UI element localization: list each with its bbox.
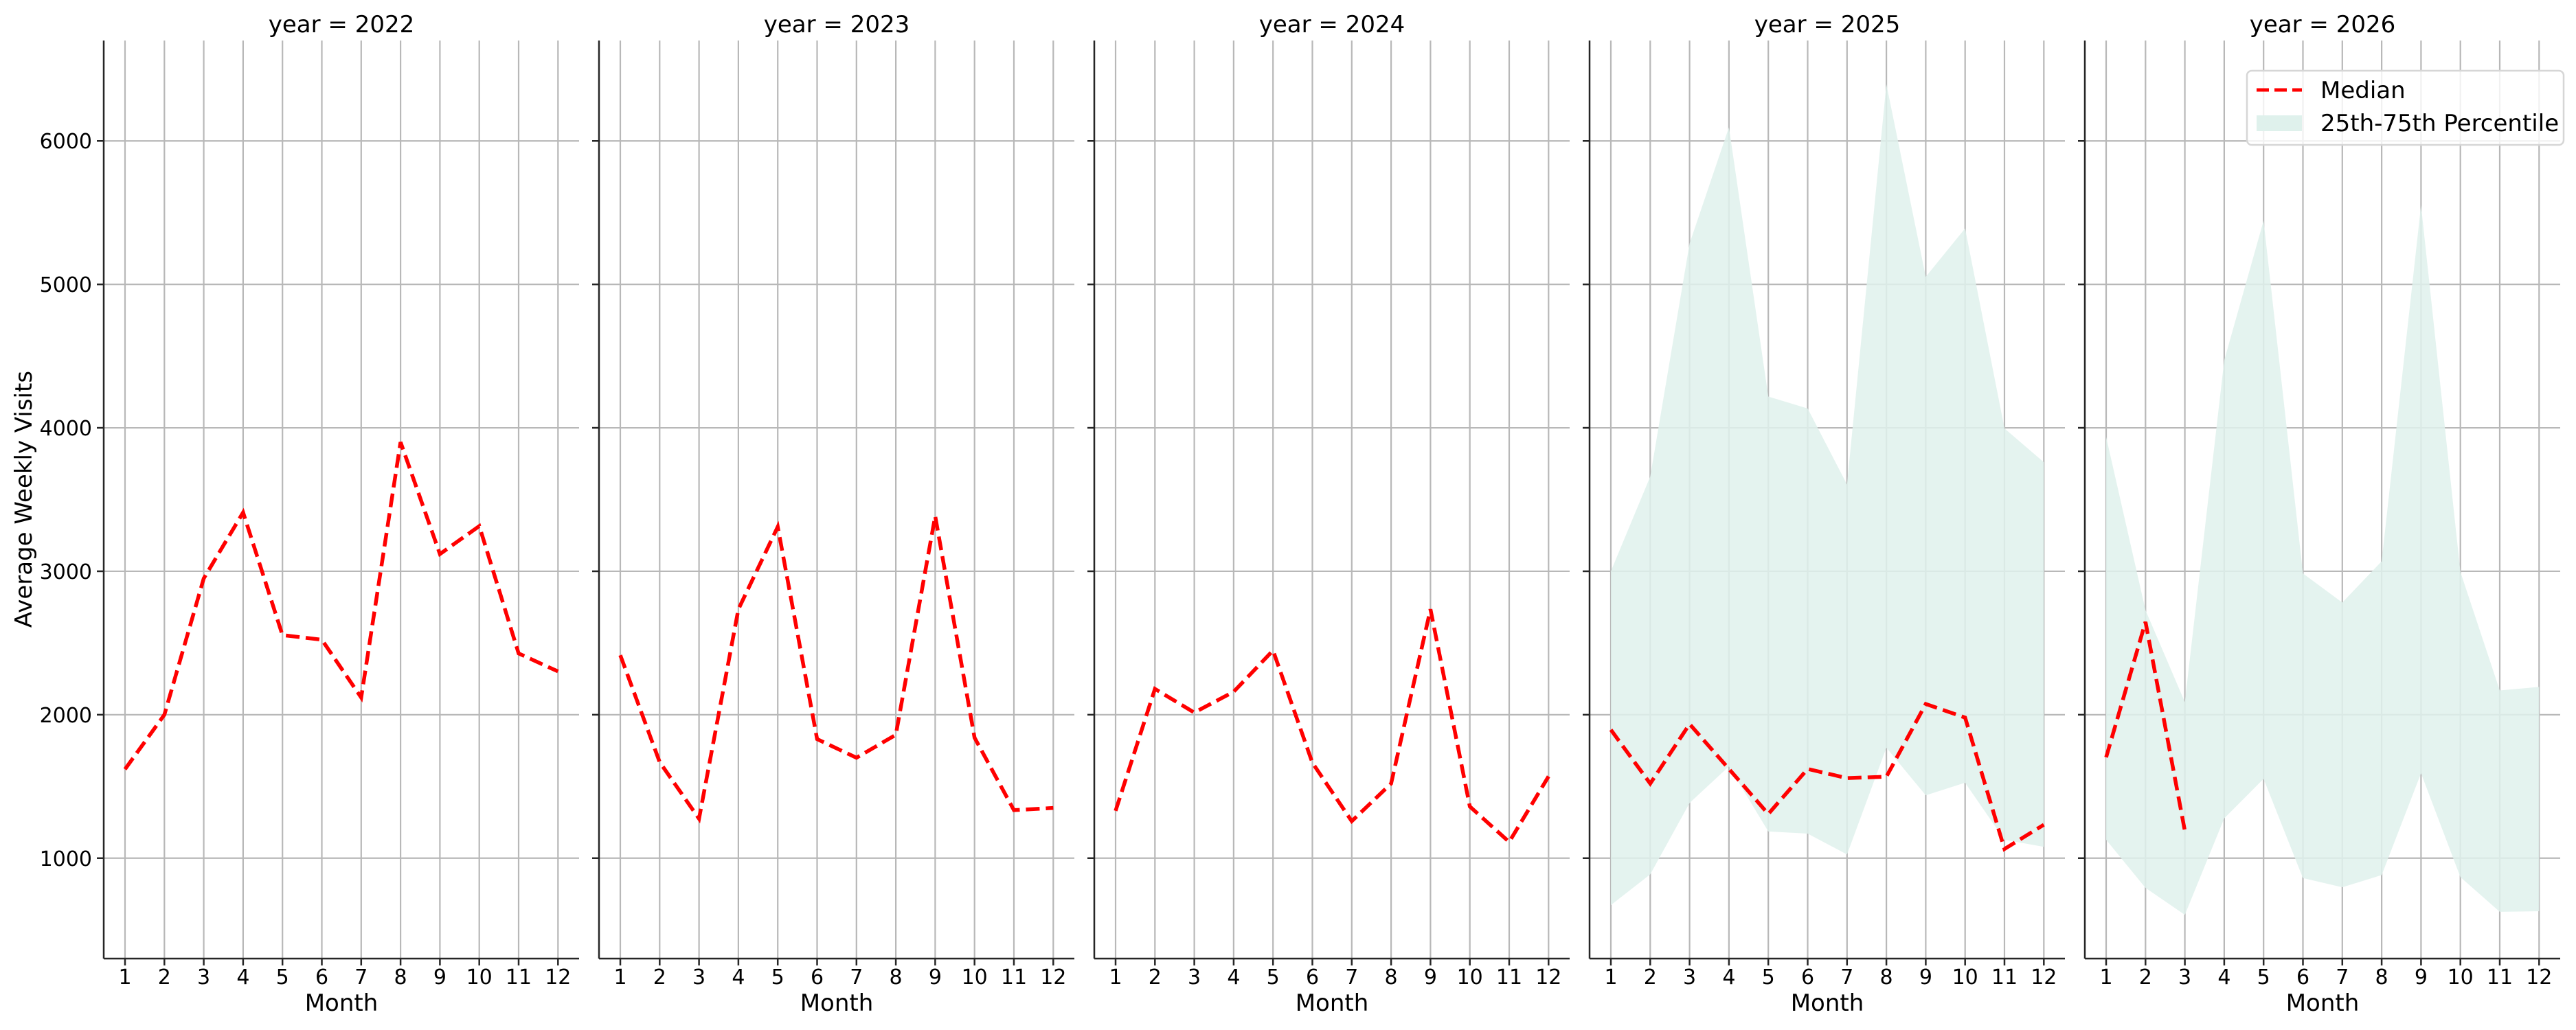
x-tick-label: 12 xyxy=(1535,965,1561,989)
x-tick-label: 10 xyxy=(962,965,988,989)
panel-title: year = 2026 xyxy=(2250,11,2395,38)
x-tick-label: 1 xyxy=(1604,965,1617,989)
median-line xyxy=(618,516,1054,824)
x-tick-label: 10 xyxy=(2448,965,2474,989)
x-tick-label: 3 xyxy=(692,965,705,989)
median-line xyxy=(123,442,559,770)
x-tick-label: 12 xyxy=(1040,965,1066,989)
x-tick-label: 5 xyxy=(1762,965,1775,989)
x-tick-label: 5 xyxy=(1267,965,1280,989)
x-axis-label: Month xyxy=(1296,989,1369,1017)
x-tick-label: 7 xyxy=(1840,965,1853,989)
x-tick-label: 2 xyxy=(653,965,666,989)
x-tick-label: 11 xyxy=(1991,965,2018,989)
x-tick-label: 8 xyxy=(2375,965,2388,989)
y-tick-label: 4000 xyxy=(40,417,92,441)
x-tick-label: 7 xyxy=(2336,965,2349,989)
x-tick-label: 6 xyxy=(1801,965,1814,989)
median-line xyxy=(2104,621,2187,832)
x-tick-label: 6 xyxy=(811,965,824,989)
x-tick-label: 2 xyxy=(1149,965,1162,989)
x-tick-label: 2 xyxy=(1644,965,1657,989)
percentile-band xyxy=(2106,205,2540,915)
x-tick-label: 7 xyxy=(354,965,368,989)
x-tick-label: 11 xyxy=(506,965,532,989)
x-axis-label: Month xyxy=(305,989,379,1017)
x-tick-label: 5 xyxy=(771,965,784,989)
x-tick-label: 4 xyxy=(236,965,249,989)
x-tick-label: 4 xyxy=(1722,965,1735,989)
x-axis-label: Month xyxy=(1791,989,1864,1017)
median-line xyxy=(1114,608,1550,845)
x-tick-label: 9 xyxy=(433,965,447,989)
legend-band-swatch-icon xyxy=(2257,115,2302,131)
x-tick-label: 1 xyxy=(2099,965,2112,989)
x-tick-label: 1 xyxy=(1109,965,1122,989)
y-tick-label: 1000 xyxy=(40,847,92,871)
x-tick-label: 8 xyxy=(394,965,407,989)
x-tick-label: 6 xyxy=(315,965,328,989)
panel-title: year = 2024 xyxy=(1259,11,1405,38)
panel-title: year = 2025 xyxy=(1754,11,1900,38)
x-tick-label: 12 xyxy=(2031,965,2057,989)
y-tick-label: 5000 xyxy=(40,273,92,297)
x-tick-label: 10 xyxy=(1952,965,1978,989)
legend-band-label: 25th-75th Percentile xyxy=(2320,110,2559,137)
x-tick-label: 2 xyxy=(2139,965,2152,989)
x-tick-label: 12 xyxy=(545,965,571,989)
legend: Median 25th-75th Percentile xyxy=(2246,69,2565,146)
x-tick-label: 11 xyxy=(1001,965,1027,989)
y-tick-label: 3000 xyxy=(40,560,92,584)
x-tick-label: 2 xyxy=(158,965,171,989)
x-tick-label: 3 xyxy=(197,965,210,989)
x-tick-label: 1 xyxy=(118,965,131,989)
legend-frame xyxy=(2246,69,2565,146)
x-tick-label: 9 xyxy=(1424,965,1437,989)
x-tick-label: 9 xyxy=(929,965,942,989)
panel-title: year = 2022 xyxy=(269,11,414,38)
x-tick-label: 9 xyxy=(2415,965,2428,989)
x-tick-label: 4 xyxy=(2217,965,2230,989)
x-tick-label: 9 xyxy=(1919,965,1932,989)
x-tick-label: 3 xyxy=(2178,965,2191,989)
x-tick-label: 5 xyxy=(2257,965,2270,989)
x-tick-label: 5 xyxy=(276,965,289,989)
x-tick-label: 3 xyxy=(1683,965,1696,989)
x-tick-label: 8 xyxy=(1880,965,1893,989)
x-axis-label: Month xyxy=(2286,989,2360,1017)
x-tick-label: 4 xyxy=(1227,965,1240,989)
y-axis-label: Average Weekly Visits xyxy=(10,371,38,628)
panel-title: year = 2023 xyxy=(764,11,909,38)
median-line xyxy=(1609,701,2045,852)
x-tick-label: 6 xyxy=(1306,965,1319,989)
x-axis-label: Month xyxy=(800,989,874,1017)
x-tick-label: 4 xyxy=(732,965,745,989)
x-tick-label: 11 xyxy=(1496,965,1522,989)
y-tick-label: 6000 xyxy=(40,130,92,154)
x-tick-label: 1 xyxy=(613,965,626,989)
x-tick-label: 10 xyxy=(1457,965,1483,989)
x-tick-label: 10 xyxy=(466,965,493,989)
x-tick-label: 8 xyxy=(890,965,903,989)
x-tick-label: 12 xyxy=(2526,965,2552,989)
percentile-band xyxy=(1611,84,2044,906)
legend-median-label: Median xyxy=(2320,77,2406,104)
x-tick-label: 7 xyxy=(850,965,863,989)
x-tick-label: 8 xyxy=(1385,965,1398,989)
y-tick-label: 2000 xyxy=(40,704,92,728)
x-tick-label: 7 xyxy=(1345,965,1358,989)
x-tick-label: 11 xyxy=(2487,965,2513,989)
x-tick-label: 6 xyxy=(2296,965,2309,989)
x-tick-label: 3 xyxy=(1188,965,1201,989)
